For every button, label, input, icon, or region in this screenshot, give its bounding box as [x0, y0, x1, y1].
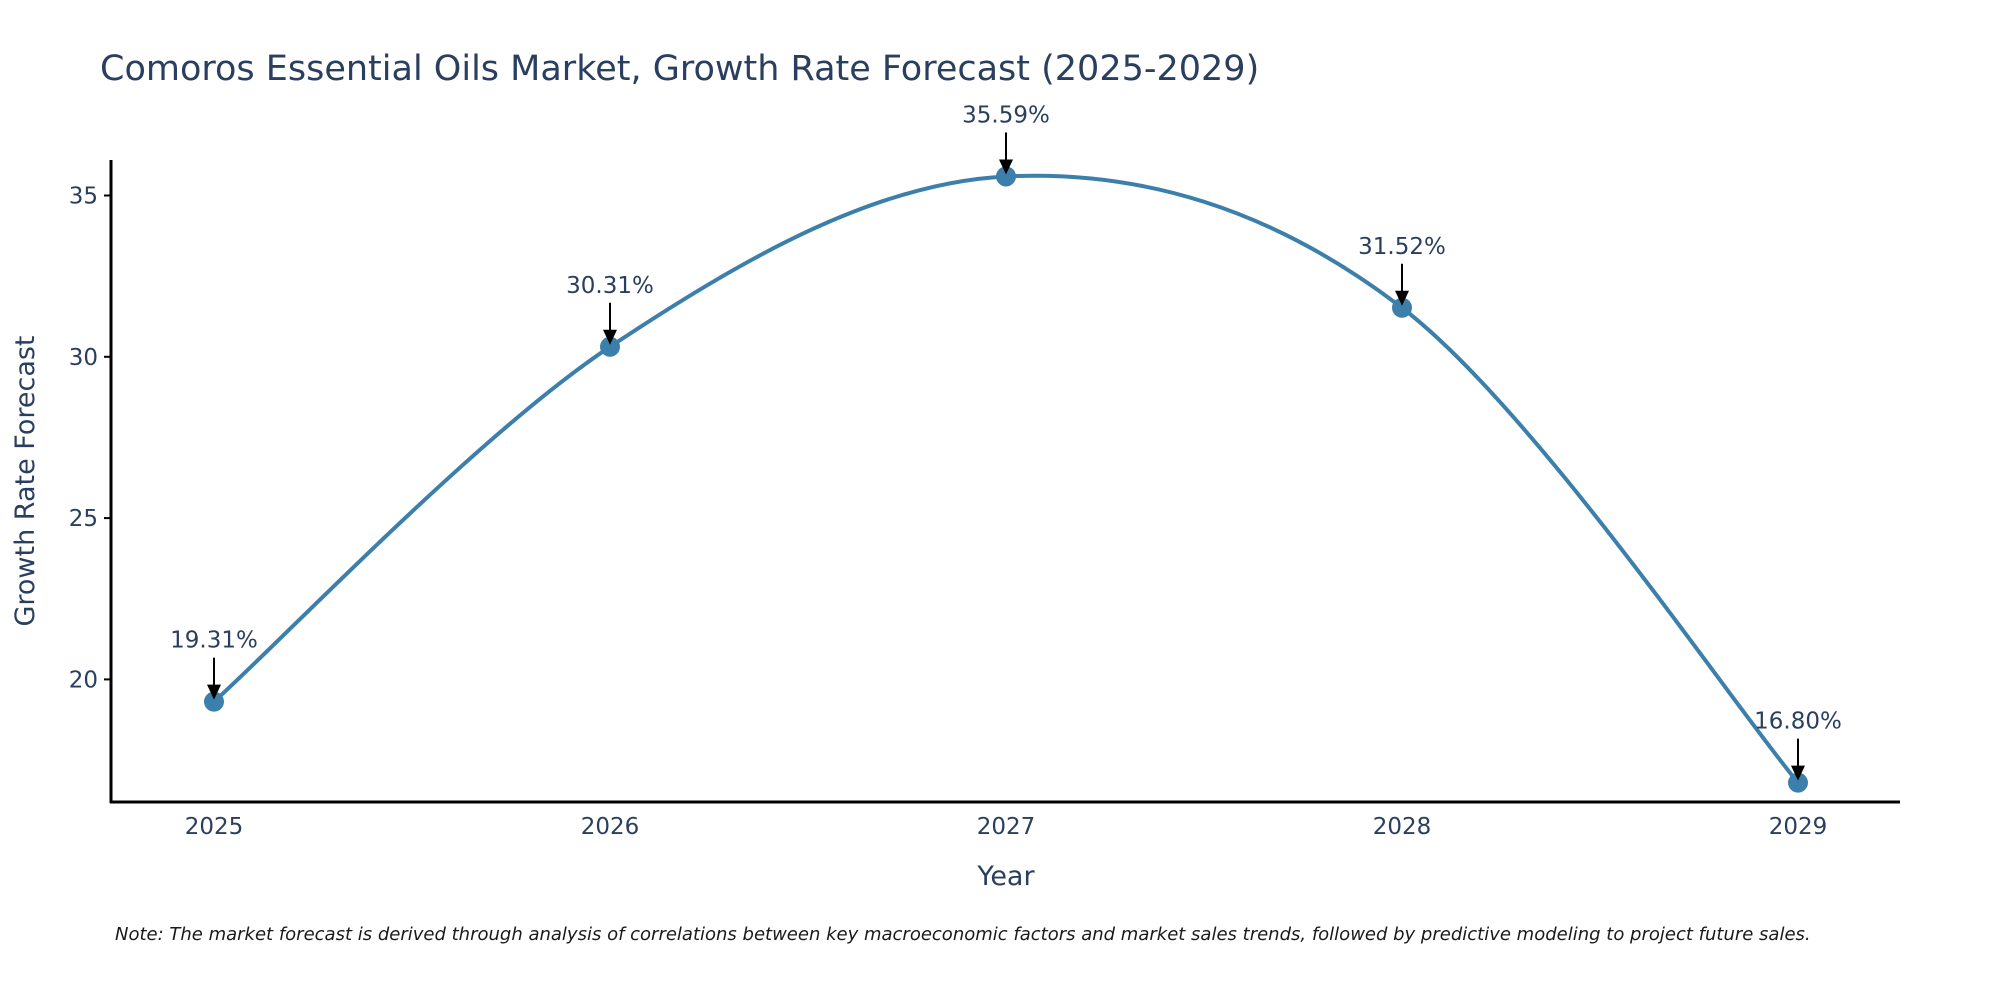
x-tick-label: 2027 — [977, 814, 1036, 840]
annotation-arrow-head — [603, 329, 617, 345]
y-tick-label: 30 — [69, 345, 98, 371]
series-line — [212, 173, 1800, 784]
data-label: 31.52% — [1358, 234, 1446, 260]
footnote: Note: The market forecast is derived thr… — [115, 924, 1811, 945]
data-point — [204, 691, 224, 712]
x-axis-title: Year — [976, 861, 1035, 892]
chart-title: Comoros Essential Oils Market, Growth Ra… — [100, 49, 1259, 89]
data-point — [996, 166, 1016, 187]
plot-area: 19.31% 30.31% 35.59% 31.52% 16.80% — [170, 102, 1842, 793]
y-tick-labels: 20 25 30 35 — [69, 183, 111, 693]
y-tick-label: 20 — [69, 667, 98, 693]
annotation-arrow-head — [1395, 290, 1409, 306]
data-point — [1788, 772, 1808, 793]
y-axis-title: Growth Rate Forecast — [10, 335, 41, 626]
x-tick-label: 2029 — [1769, 814, 1828, 840]
data-point — [1392, 297, 1412, 318]
data-label: 16.80% — [1754, 709, 1842, 735]
annotation-arrow-head — [207, 684, 221, 700]
x-tick-label: 2026 — [581, 814, 640, 840]
data-point — [600, 336, 620, 357]
data-label: 19.31% — [170, 628, 258, 654]
data-label: 35.59% — [962, 102, 1050, 128]
x-tick-labels: 2025 2026 2027 2028 2029 — [185, 814, 1828, 840]
annotation-arrow-head — [999, 159, 1013, 175]
annotation-arrow-head — [1791, 765, 1805, 781]
x-tick-label: 2028 — [1373, 814, 1432, 840]
y-tick-label: 35 — [69, 183, 98, 209]
x-tick-label: 2025 — [185, 814, 244, 840]
data-label: 30.31% — [566, 273, 654, 299]
y-tick-label: 25 — [69, 506, 98, 532]
